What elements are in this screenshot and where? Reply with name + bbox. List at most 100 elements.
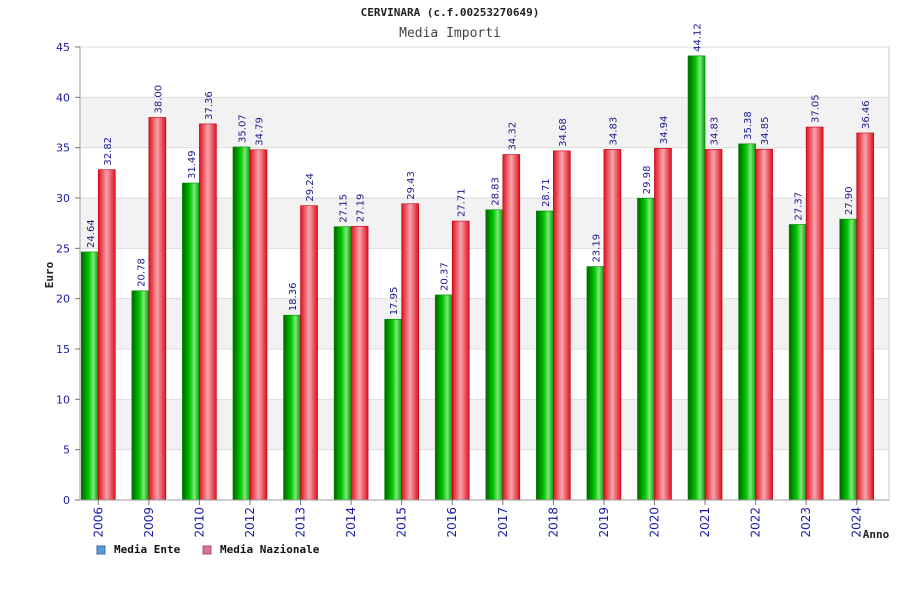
data-label-media-nazionale: 34.79 [254, 117, 265, 146]
bar-media-nazionale [553, 150, 571, 501]
y-tick-label: 20 [56, 293, 70, 306]
data-label-media-nazionale: 34.83 [608, 117, 619, 146]
bar-media-ente [182, 182, 200, 501]
bar-media-nazionale [350, 225, 369, 501]
bar-media-ente [283, 314, 301, 501]
x-axis: 2006 2009 2010 2012 2013 2014 2015 2016 2017 2018… [80, 499, 889, 538]
data-label-media-ente: 24.64 [86, 219, 97, 248]
x-tick-label: 2014 [344, 507, 358, 538]
x-axis-label: Anno [863, 528, 890, 541]
y-tick-label: 30 [56, 192, 70, 205]
x-tick-label: 2006 [91, 507, 105, 538]
x-tick-label: 2010 [192, 507, 206, 538]
data-label-media-ente: 20.37 [440, 262, 451, 291]
data-label-media-nazionale: 36.46 [861, 100, 872, 129]
data-label-media-nazionale: 34.85 [760, 117, 771, 146]
data-label-media-ente: 35.07 [237, 114, 248, 143]
chart-subtitle: Media Importi [399, 26, 501, 41]
bar-media-ente [839, 218, 858, 501]
x-tick-label: 2009 [142, 507, 156, 538]
data-label-media-nazionale: 32.82 [103, 137, 114, 166]
bar-media-ente [485, 209, 504, 501]
data-label-media-ente: 35.38 [743, 111, 754, 140]
bar-media-ente [80, 251, 99, 501]
x-tick-label: 2023 [799, 507, 813, 538]
data-label-media-ente: 27.37 [794, 192, 805, 221]
bar-media-nazionale [199, 123, 217, 501]
bar-media-ente [384, 319, 402, 501]
data-label-media-nazionale: 27.19 [356, 194, 367, 223]
bar-media-nazionale [856, 132, 875, 501]
x-tick-label: 2019 [597, 507, 611, 538]
bar-media-ente [333, 226, 352, 501]
bar-media-ente [586, 266, 605, 501]
bar-media-ente [536, 210, 554, 501]
bar-media-nazionale [654, 147, 672, 501]
y-tick-label: 10 [56, 393, 70, 406]
bar-media-nazionale [401, 203, 419, 501]
x-tick-label: 2015 [395, 507, 409, 538]
bar-media-nazionale [805, 126, 824, 501]
legend-swatch-media-ente [96, 545, 106, 555]
bar-media-ente [637, 197, 655, 501]
bar-media-ente [434, 294, 453, 501]
bar-media-nazionale [97, 169, 116, 501]
data-label-media-ente: 31.49 [187, 150, 198, 179]
data-label-media-nazionale: 29.24 [305, 173, 316, 202]
bar-media-ente [738, 143, 756, 501]
y-tick-label: 45 [56, 41, 70, 54]
x-tick-label: 2012 [243, 507, 257, 538]
bar-media-ente [131, 290, 150, 501]
bar-media-nazionale [300, 205, 318, 501]
chart-title: CERVINARA (c.f.00253270649) [361, 6, 540, 19]
bar-media-ente [232, 146, 251, 501]
x-tick-label: 2017 [496, 507, 510, 538]
data-label-media-nazionale: 38.00 [153, 85, 164, 114]
data-label-media-ente: 44.12 [693, 23, 704, 52]
data-label-media-ente: 23.19 [591, 234, 602, 263]
data-label-media-nazionale: 37.36 [204, 91, 215, 120]
data-label-media-nazionale: 34.94 [659, 116, 670, 145]
legend: Media Ente Media Nazionale [96, 543, 320, 556]
legend-label-media-ente: Media Ente [114, 543, 181, 556]
bar-media-nazionale [755, 148, 773, 501]
data-label-media-nazionale: 34.32 [507, 122, 518, 151]
x-tick-label: 2016 [445, 507, 459, 538]
bar-media-ente [687, 55, 706, 501]
legend-label-media-nazionale: Media Nazionale [220, 543, 320, 556]
bars: 24.64 32.82 20.78 38.00 31.49 37.36 35.07 34.79… [80, 23, 875, 501]
bar-media-nazionale [603, 149, 622, 501]
x-tick-label: 2024 [850, 507, 864, 538]
data-label-media-nazionale: 27.71 [457, 188, 468, 217]
y-axis-label: Euro [43, 261, 56, 288]
bar-media-nazionale [249, 149, 268, 501]
data-label-media-nazionale: 34.83 [710, 117, 721, 146]
y-tick-label: 15 [56, 343, 70, 356]
data-label-media-nazionale: 37.05 [811, 94, 822, 123]
y-tick-label: 5 [63, 444, 70, 457]
y-tick-label: 40 [56, 91, 70, 104]
data-label-media-ente: 20.78 [136, 258, 147, 287]
data-label-media-ente: 28.71 [541, 178, 552, 207]
data-label-media-ente: 17.95 [389, 287, 400, 316]
bar-media-nazionale [451, 220, 470, 501]
data-label-media-ente: 18.36 [288, 283, 299, 312]
bar-media-nazionale [704, 149, 723, 501]
data-label-media-ente: 29.98 [642, 166, 653, 195]
data-label-media-ente: 27.90 [844, 186, 855, 215]
legend-swatch-media-nazionale [202, 545, 212, 555]
y-tick-label: 35 [56, 142, 70, 155]
bar-media-nazionale [502, 154, 521, 501]
x-tick-label: 2013 [294, 507, 308, 538]
x-tick-label: 2020 [647, 507, 661, 538]
x-tick-label: 2021 [698, 507, 712, 538]
data-label-media-ente: 28.83 [490, 177, 501, 206]
x-tick-label: 2022 [749, 507, 763, 538]
y-axis: 0 5 10 15 20 25 30 35 40 45 [56, 41, 81, 507]
y-tick-label: 25 [56, 242, 70, 255]
data-label-media-ente: 27.15 [339, 194, 350, 223]
data-label-media-nazionale: 34.68 [558, 118, 569, 147]
data-label-media-nazionale: 29.43 [406, 171, 417, 200]
bar-media-nazionale [148, 117, 167, 501]
